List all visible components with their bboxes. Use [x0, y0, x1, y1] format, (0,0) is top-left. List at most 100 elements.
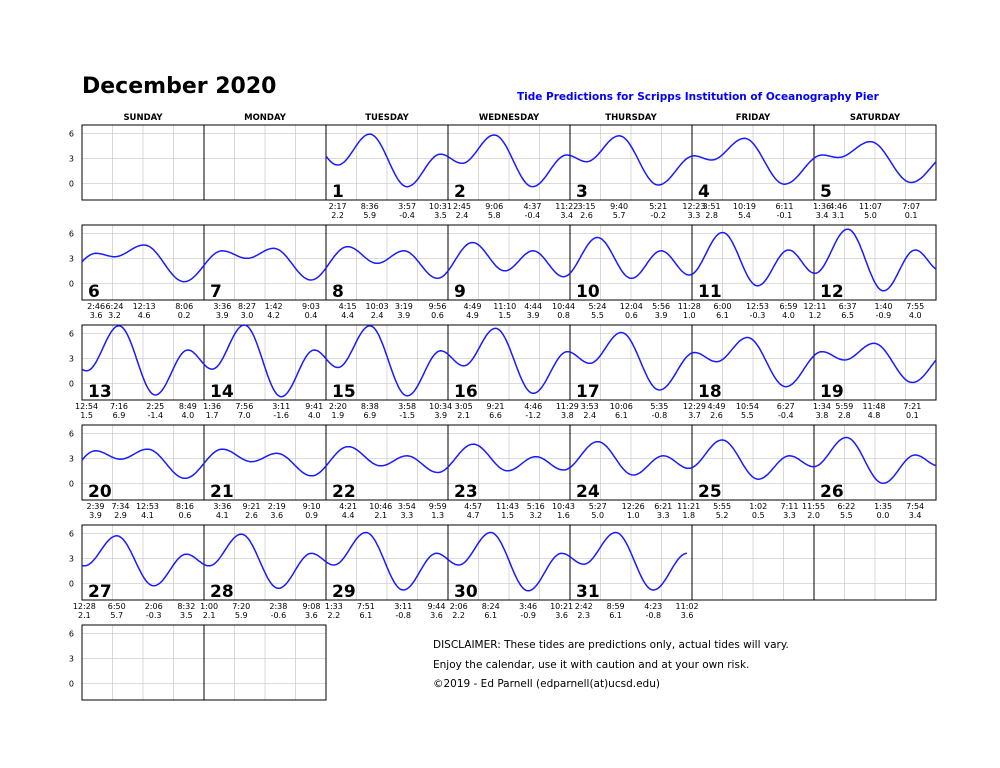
- tide-time-label: 12:13: [133, 302, 156, 311]
- tide-curve: [203, 324, 327, 398]
- tide-time-label: 10:21: [550, 602, 573, 611]
- tide-curve: [813, 342, 937, 384]
- tide-time-label: 1:36: [203, 402, 221, 411]
- y-tick-label: 6: [69, 329, 74, 338]
- tide-height-label: -0.2: [650, 211, 666, 220]
- tide-height-label: 6.5: [841, 311, 854, 320]
- tide-height-label: 3.3: [657, 511, 670, 520]
- tide-height-label: 5.5: [840, 511, 853, 520]
- tide-height-label: 3.8: [816, 411, 829, 420]
- tide-curve: [81, 535, 205, 587]
- tide-time-label: 3:53: [581, 402, 599, 411]
- tide-height-label: 0.4: [305, 311, 318, 320]
- tide-height-label: 5.9: [235, 611, 248, 620]
- tide-height-label: 3.6: [270, 511, 283, 520]
- tide-height-label: 3.2: [529, 511, 542, 520]
- tide-height-label: 0.1: [905, 211, 918, 220]
- tide-height-label: -0.3: [750, 311, 766, 320]
- tide-height-label: 0.8: [557, 311, 570, 320]
- tide-time-label: 9:21: [487, 402, 505, 411]
- tide-height-label: -0.4: [778, 411, 794, 420]
- tide-height-label: 3.9: [89, 511, 102, 520]
- tide-height-label: -0.8: [652, 411, 668, 420]
- tide-height-label: 2.8: [705, 211, 718, 220]
- tide-height-label: 2.2: [452, 611, 465, 620]
- tide-time-label: 5:59: [835, 402, 853, 411]
- tide-time-label: 4:21: [339, 502, 357, 511]
- tide-time-label: 11:07: [859, 202, 882, 211]
- y-tick-label: 6: [69, 629, 74, 638]
- tide-time-label: 12:28: [73, 602, 96, 611]
- tide-height-label: 6.9: [364, 411, 377, 420]
- tide-height-label: 1.6: [557, 511, 570, 520]
- tide-time-label: 7:07: [902, 202, 920, 211]
- day-number: 10: [576, 282, 600, 302]
- tide-time-label: 7:34: [111, 502, 129, 511]
- tide-time-label: 11:22: [555, 202, 578, 211]
- tide-time-label: 2:19: [268, 502, 286, 511]
- tide-height-label: 1.5: [498, 311, 511, 320]
- tide-curve: [325, 445, 449, 474]
- tide-curve: [447, 134, 571, 188]
- tide-curve: [81, 448, 205, 480]
- tide-height-label: 2.1: [374, 511, 387, 520]
- tide-height-label: 4.0: [782, 311, 795, 320]
- tide-height-label: 7.0: [238, 411, 251, 420]
- weekday-header: SUNDAY: [123, 113, 163, 123]
- tide-time-label: 12:53: [136, 502, 159, 511]
- tide-time-label: 2:25: [146, 402, 164, 411]
- tide-height-label: 4.4: [342, 511, 355, 520]
- tide-curve: [569, 440, 693, 476]
- page-title: December 2020: [82, 74, 277, 99]
- y-tick-label: 3: [69, 354, 74, 363]
- tide-curve: [325, 133, 449, 188]
- tide-height-label: 2.3: [577, 611, 590, 620]
- day-number: 12: [820, 282, 844, 302]
- tide-height-label: 2.6: [245, 511, 258, 520]
- tide-time-label: 7:55: [906, 302, 924, 311]
- tide-time-label: 12:54: [75, 402, 98, 411]
- tide-height-label: 6.1: [615, 411, 628, 420]
- y-tick-label: 0: [69, 379, 74, 388]
- tide-time-label: 8:24: [482, 602, 500, 611]
- y-tick-label: 0: [69, 479, 74, 488]
- tide-time-label: 3:46: [519, 602, 537, 611]
- tide-time-label: 3:11: [272, 402, 290, 411]
- day-number: 11: [698, 282, 722, 302]
- tide-time-label: 8:38: [361, 402, 379, 411]
- tide-time-label: 9:40: [610, 202, 628, 211]
- weekday-header: SATURDAY: [850, 113, 901, 123]
- tide-height-label: 1.0: [627, 511, 640, 520]
- tide-time-label: 7:21: [903, 402, 921, 411]
- tide-time-label: 11:21: [677, 502, 700, 511]
- tide-time-label: 8:49: [179, 402, 197, 411]
- day-number: 3: [576, 182, 588, 202]
- day-number: 4: [698, 182, 710, 202]
- tide-curve: [813, 436, 937, 485]
- tide-time-label: 7:20: [232, 602, 250, 611]
- day-number: 30: [454, 582, 478, 602]
- day-cell: [813, 524, 937, 601]
- tide-height-label: 0.2: [178, 311, 191, 320]
- tide-height-label: 2.8: [838, 411, 851, 420]
- day-number: 14: [210, 382, 234, 402]
- tide-height-label: 5.7: [613, 211, 626, 220]
- day-number: 2: [454, 182, 466, 202]
- tide-height-label: 4.4: [341, 311, 354, 320]
- y-tick-label: 6: [69, 129, 74, 138]
- tide-curve: [813, 140, 937, 184]
- tide-height-label: 4.9: [466, 311, 479, 320]
- tide-time-label: 8:16: [176, 502, 194, 511]
- tide-height-label: -0.3: [146, 611, 162, 620]
- tide-time-label: 2:06: [450, 602, 468, 611]
- day-number: 19: [820, 382, 844, 402]
- tide-height-label: 1.5: [501, 511, 514, 520]
- tide-time-label: 8:59: [607, 602, 625, 611]
- day-number: 5: [820, 182, 832, 202]
- tide-time-label: 1:36: [813, 202, 831, 211]
- day-number: 18: [698, 382, 722, 402]
- tide-height-label: 1.8: [682, 511, 695, 520]
- tide-height-label: 1.7: [206, 411, 219, 420]
- tide-height-label: 3.0: [241, 311, 254, 320]
